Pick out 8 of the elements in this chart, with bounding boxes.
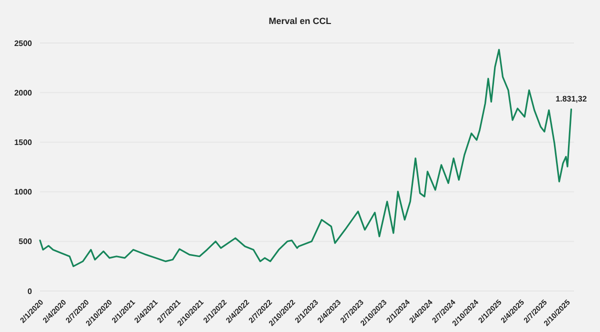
annotation: 1.831,32 [556,94,588,104]
y-tick-label: 500 [18,237,33,246]
y-tick-label: 1000 [14,188,33,197]
chart-title: Merval en CCL [268,16,332,26]
y-tick-label: 1500 [14,138,33,147]
y-tick-label: 2000 [14,88,33,98]
y-tick-label: 0 [28,286,33,296]
y-tick-label: 2500 [14,38,33,48]
